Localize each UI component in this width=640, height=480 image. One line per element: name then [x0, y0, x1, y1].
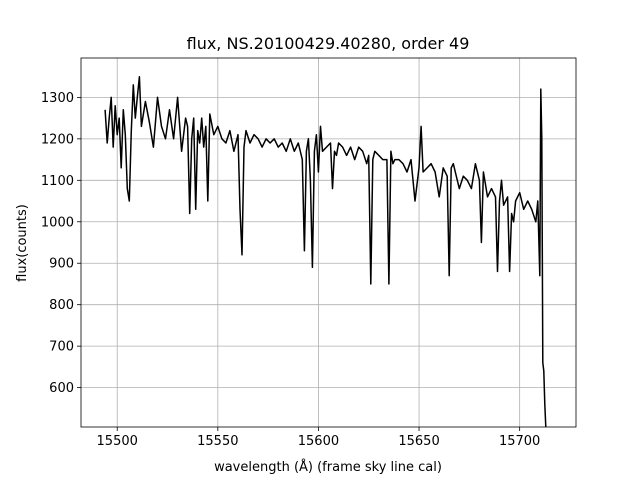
y-axis-title: flux(counts)	[15, 204, 30, 282]
y-tick-label: 700	[49, 340, 74, 355]
plot-frame	[80, 57, 577, 428]
x-axis-title: wavelength (Å) (frame sky line cal)	[214, 459, 442, 475]
x-tick-label: 15550	[197, 434, 238, 449]
x-tick-label: 15700	[499, 434, 540, 449]
flux-series-line	[104, 75, 547, 428]
y-tick-label: 1200	[41, 132, 74, 147]
chart-title: flux, NS.20100429.40280, order 49	[187, 34, 470, 53]
y-tick-label: 1000	[41, 215, 74, 230]
y-tick-label: 800	[49, 298, 74, 313]
y-tick-label: 1100	[41, 174, 74, 189]
series-layer	[104, 75, 547, 428]
x-tick-label: 15500	[97, 434, 138, 449]
y-tick-label: 900	[49, 257, 74, 272]
axis-ticks: 15500 15550 15600 15650 15700 600 700 800 900 100…	[41, 91, 540, 449]
grid-lines	[81, 58, 576, 427]
x-tick-label: 15650	[398, 434, 439, 449]
y-tick-label: 600	[49, 381, 74, 396]
y-tick-label: 1300	[41, 91, 74, 106]
x-tick-label: 15600	[298, 434, 339, 449]
